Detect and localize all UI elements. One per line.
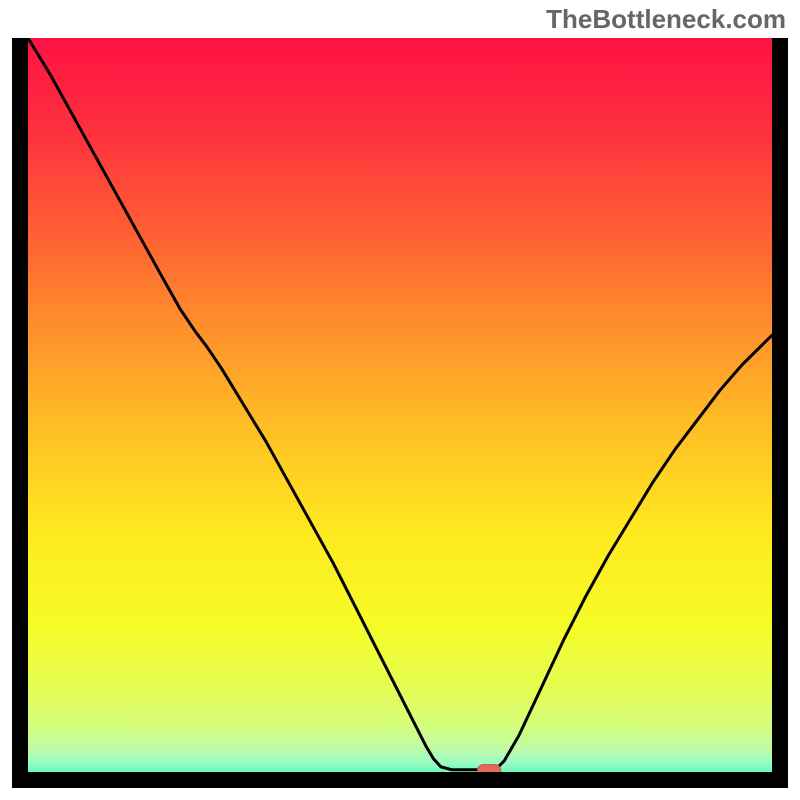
watermark-text: TheBottleneck.com [546,4,786,35]
optimal-marker [477,764,501,772]
plot-frame [12,38,788,788]
gradient-background [28,38,772,772]
plot-area [28,38,772,772]
